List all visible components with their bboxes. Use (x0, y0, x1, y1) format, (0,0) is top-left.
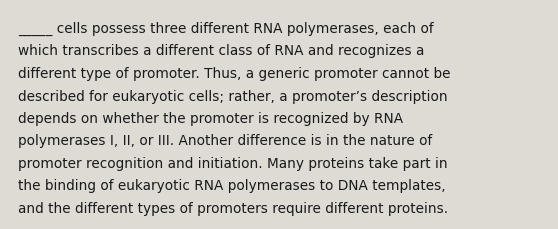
Text: depends on whether the promoter is recognized by RNA: depends on whether the promoter is recog… (18, 112, 403, 125)
Text: promoter recognition and initiation. Many proteins take part in: promoter recognition and initiation. Man… (18, 156, 448, 170)
Text: which transcribes a different class of RNA and recognizes a: which transcribes a different class of R… (18, 44, 425, 58)
Text: different type of promoter. Thus, a generic promoter cannot be: different type of promoter. Thus, a gene… (18, 67, 450, 81)
Text: described for eukaryotic cells; rather, a promoter’s description: described for eukaryotic cells; rather, … (18, 89, 448, 103)
Text: polymerases I, II, or III. Another difference is in the nature of: polymerases I, II, or III. Another diffe… (18, 134, 432, 148)
Text: _____ cells possess three different RNA polymerases, each of: _____ cells possess three different RNA … (18, 22, 434, 36)
Text: the binding of eukaryotic RNA polymerases to DNA templates,: the binding of eukaryotic RNA polymerase… (18, 179, 446, 193)
Text: and the different types of promoters require different proteins.: and the different types of promoters req… (18, 201, 448, 215)
